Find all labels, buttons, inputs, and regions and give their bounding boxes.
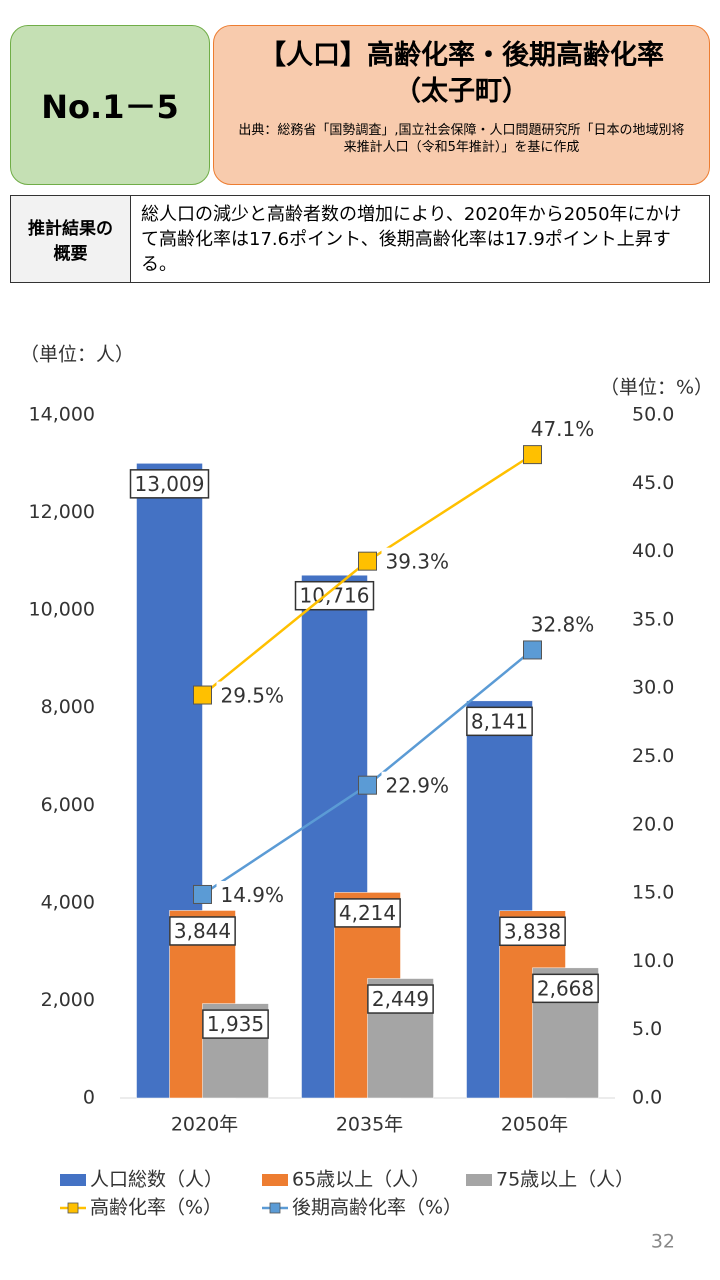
y-tick-label: 14,000 (29, 404, 95, 426)
data-label-text: 32.8% (531, 612, 595, 636)
title: 【人口】高齢化率・後期高齢化率 (259, 40, 664, 71)
y2-tick-label: 50.0 (632, 404, 674, 426)
legend-label: 後期高齢化率（%） (292, 1197, 462, 1219)
label-box (381, 771, 454, 800)
data-label: 10,716 (294, 580, 375, 611)
data-label-text: 39.3% (386, 550, 450, 574)
label-box (381, 547, 454, 576)
x-tick-label: 2020年 (171, 1114, 238, 1136)
legend-label: 高齢化率（%） (90, 1197, 222, 1219)
title: （太子町） (394, 76, 529, 107)
summary-label: 推計結果の概要 (11, 196, 131, 282)
y2-tick-label: 40.0 (632, 540, 674, 562)
line-marker (358, 775, 377, 795)
summary-text: 総人口の減少と高齢者数の増加により、2020年から2050年にかけて高齢化率は1… (141, 204, 682, 275)
data-label: 14.9% (216, 880, 289, 909)
y2-tick-label: 30.0 (632, 677, 674, 699)
summary: 推計結果の概要 総人口の減少と高齢者数の増加により、2020年から2050年にか… (10, 195, 710, 283)
y2-tick-label: 25.0 (632, 745, 674, 767)
data-label-text: 47.1% (531, 417, 595, 441)
line-marker (193, 884, 212, 904)
y2-tick-label: 15.0 (632, 882, 674, 904)
data-label: 13,009 (129, 469, 210, 499)
page-number: 32 (651, 1231, 675, 1253)
y-unit: （単位：人） (20, 344, 134, 366)
label-box (532, 973, 599, 1004)
x-tick-label: 2035年 (336, 1114, 403, 1136)
legend-label: 75歳以上（人） (496, 1169, 634, 1191)
y2-tick-label: 10.0 (632, 950, 674, 972)
data-label: 32.8% (526, 610, 599, 639)
legend-swatch (67, 1202, 79, 1214)
data-label: 4,214 (334, 898, 401, 928)
data-label: 2,668 (532, 973, 599, 1004)
legend-swatch (466, 1174, 492, 1186)
y-tick-label: 2,000 (41, 989, 95, 1011)
line-marker (193, 685, 212, 705)
y2-tick-label: 20.0 (632, 813, 674, 835)
label-box (216, 681, 289, 710)
line-marker (358, 551, 377, 571)
data-label-text: 13,009 (135, 472, 205, 496)
data-label: 39.3% (381, 547, 454, 576)
data-label-text: 22.9% (386, 774, 450, 798)
data-label-text: 1,935 (207, 1012, 264, 1036)
data-label: 1,935 (202, 1009, 269, 1039)
header: 【人口】高齢化率・後期高齢化率 （太子町） 出典：総務省「国勢調査」,国立社会保… (213, 25, 710, 185)
data-label: 22.9% (381, 771, 454, 800)
y2-tick-label: 5.0 (632, 1018, 662, 1040)
data-label: 2,449 (367, 984, 434, 1014)
label-box (466, 706, 533, 737)
label-box (526, 610, 599, 639)
data-label-text: 2,668 (537, 976, 594, 1000)
badge: No.1－5 (10, 25, 210, 185)
data-label-text: 4,214 (339, 901, 396, 925)
y-tick-label: 10,000 (29, 599, 95, 621)
data-label: 8,141 (466, 706, 533, 737)
label-box (499, 916, 566, 947)
label-box (216, 880, 289, 909)
data-label: 3,838 (499, 916, 566, 947)
line-marker (523, 640, 542, 660)
y2-unit: （単位：%） (600, 377, 713, 399)
y2-tick-label: 45.0 (632, 472, 674, 494)
y-tick-label: 8,000 (41, 696, 95, 718)
data-label-text: 29.5% (221, 684, 285, 708)
legend-label: 65歳以上（人） (292, 1169, 430, 1191)
x-tick-label: 2050年 (501, 1114, 568, 1136)
data-label-text: 2,449 (372, 987, 429, 1011)
label-box (169, 916, 236, 946)
data-label: 47.1% (526, 415, 599, 444)
y-tick-label: 4,000 (41, 891, 95, 913)
label-box (526, 415, 599, 444)
label-box (334, 898, 401, 928)
legend-swatch (269, 1202, 281, 1214)
data-label-text: 8,141 (471, 709, 528, 733)
label-box (367, 984, 434, 1014)
data-label-text: 3,838 (504, 919, 561, 943)
line-marker (523, 445, 542, 465)
source: 出典：総務省「国勢調査」,国立社会保障・人口問題研究所「日本の地域別将来推計人口… (238, 123, 685, 155)
data-label-text: 3,844 (174, 919, 231, 943)
legend-swatch (262, 1174, 288, 1186)
y-tick-label: 0 (83, 1087, 95, 1109)
legend-swatch (60, 1174, 86, 1186)
data-label: 29.5% (216, 681, 289, 710)
data-label: 3,844 (169, 916, 236, 946)
y2-tick-label: 35.0 (632, 608, 674, 630)
y-tick-label: 6,000 (41, 794, 95, 816)
label-box (202, 1009, 269, 1039)
legend-label: 人口総数（人） (90, 1169, 223, 1191)
data-label-text: 14.9% (221, 883, 285, 907)
label-box (129, 469, 210, 499)
y-tick-label: 12,000 (29, 501, 95, 523)
y2-tick-label: 0.0 (632, 1087, 662, 1109)
